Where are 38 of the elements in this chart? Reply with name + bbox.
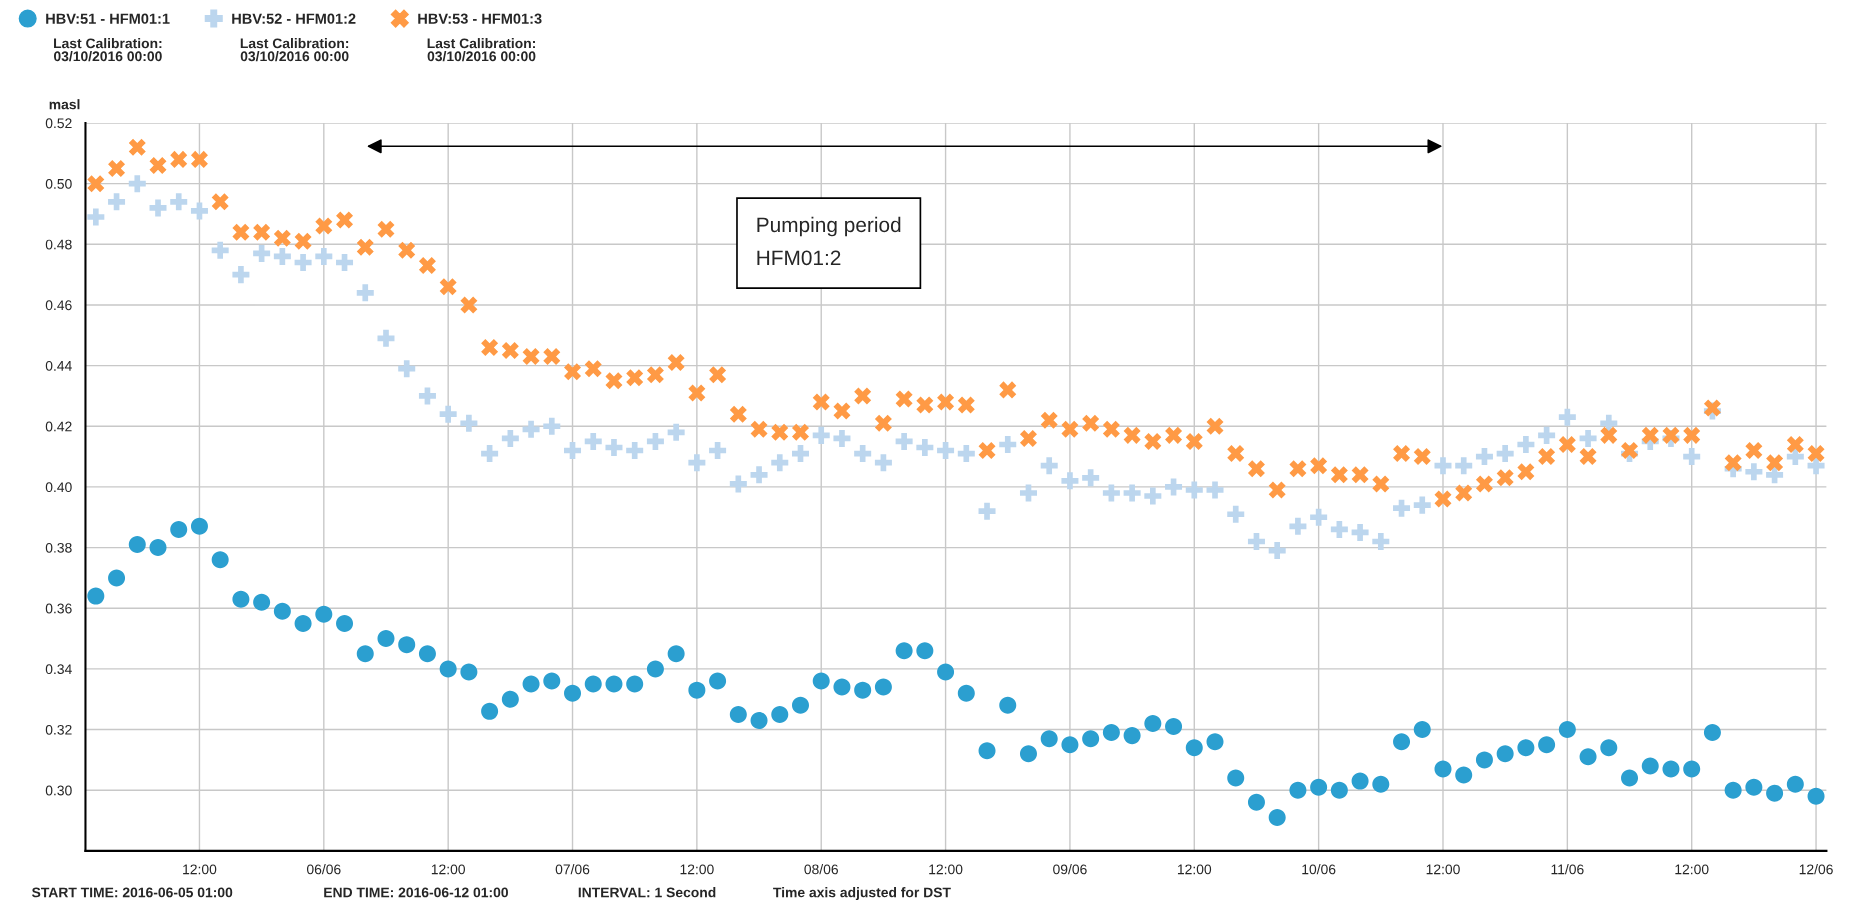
y-tick-label: 0.36: [45, 603, 72, 614]
x-tick-label: 12:00: [1177, 864, 1212, 875]
x-tick-label: 06/06: [306, 864, 341, 875]
y-axis-title: masl: [49, 99, 80, 110]
y-tick-label: 0.34: [45, 664, 72, 675]
legend-label: HBV:53 - HFM01:3: [418, 13, 542, 24]
y-tick-label: 0.30: [45, 785, 72, 796]
y-tick-label: 0.50: [45, 178, 72, 189]
text: Last Calibration: 03/10/2016 00:00: [427, 38, 536, 62]
text: END TIME: 2016-06-12 01:00: [324, 887, 508, 898]
legend-label: HBV:51 - HFM01:1: [46, 13, 170, 24]
x-tick-label: 09/06: [1053, 864, 1087, 875]
text: INTERVAL: 1 Second: [578, 887, 716, 898]
x-tick-label: 12:00: [929, 864, 963, 875]
x-tick-label: 12:00: [1675, 864, 1709, 875]
x-tick-label: 08/06: [804, 864, 838, 875]
text: Time axis adjusted for DST: [773, 887, 951, 901]
x-tick-label: 12/06: [1799, 864, 1833, 875]
y-tick-label: 0.32: [45, 724, 72, 735]
x-tick-label: 12:00: [431, 864, 465, 875]
x-tick-label: 12:00: [680, 864, 714, 875]
x-tick-label: 12:00: [183, 864, 217, 875]
y-tick-label: 0.52: [45, 118, 72, 129]
y-tick-label: 0.42: [45, 421, 72, 432]
text: Last Calibration: 03/10/2016 00:00: [54, 38, 162, 62]
legend-label: HBV:52 - HFM01:2: [232, 13, 356, 24]
text: Last Calibration: 03/10/2016 00:00: [240, 38, 349, 62]
x-tick-label: 10/06: [1302, 864, 1336, 875]
y-tick-label: 0.44: [45, 360, 72, 371]
x-tick-label: 11/06: [1551, 864, 1584, 875]
text: START TIME: 2016-06-05 01:00: [31, 887, 233, 898]
x-tick-label: 07/06: [555, 864, 590, 875]
y-tick-label: 0.40: [45, 482, 72, 493]
annotation: Pumping period HFM01:2: [757, 216, 901, 266]
x-tick-label: 12:00: [1426, 864, 1460, 875]
y-tick-label: 0.48: [45, 239, 72, 250]
y-tick-label: 0.38: [45, 542, 72, 553]
y-tick-label: 0.46: [45, 300, 72, 311]
